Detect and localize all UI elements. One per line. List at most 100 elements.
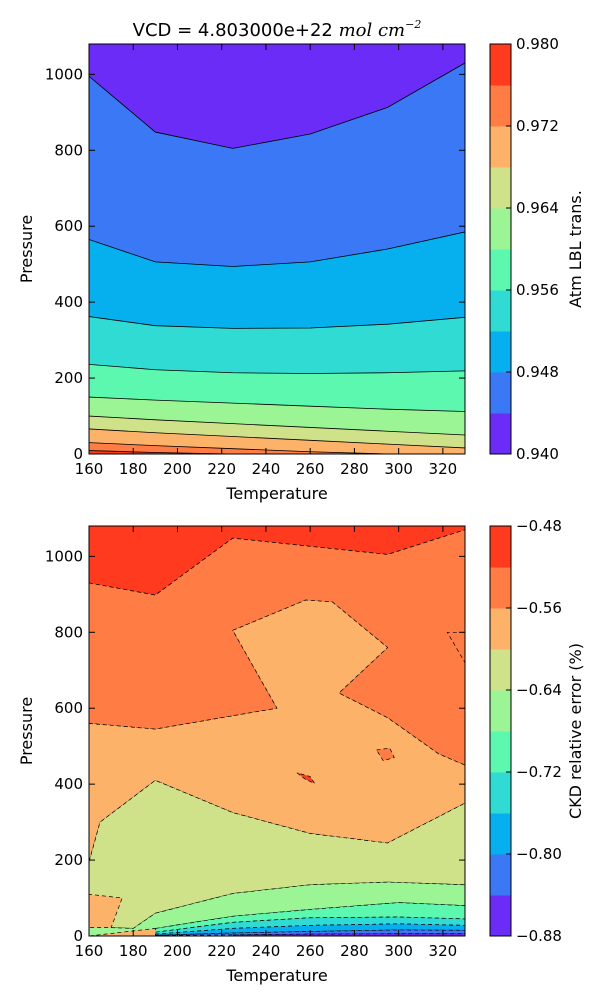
x-tick-label: 240: [252, 942, 281, 960]
colorbar-tick-label: −0.64: [516, 681, 562, 699]
x-tick-label: 260: [296, 460, 325, 478]
colorbar-segment: [490, 813, 511, 855]
colorbar-tick-label: 0.972: [516, 117, 559, 135]
colorbar-segment: [490, 731, 511, 773]
x-tick-label: 180: [119, 942, 148, 960]
x-tick-label: 160: [75, 942, 104, 960]
contour-lines: [89, 526, 465, 936]
contour-fills: [89, 44, 465, 454]
x-tick-label: 320: [429, 942, 458, 960]
y-axis-label: Pressure: [17, 215, 36, 283]
x-tick-label: 200: [163, 460, 192, 478]
contour-line: [89, 442, 465, 454]
colorbar-tick-label: 0.980: [516, 35, 559, 53]
y-tick-label: 600: [54, 217, 83, 235]
x-axis-ticks: 160 180 200 220 240 260 280 300 320: [75, 526, 458, 960]
title-exponent: −2: [405, 18, 421, 31]
y-tick-label: 200: [54, 851, 83, 869]
colorbar-segment: [490, 85, 511, 127]
colorbar-segment: [490, 372, 511, 414]
y-axis-ticks: 0 200 400 600 800 1000: [45, 547, 465, 945]
x-tick-label: 280: [340, 460, 369, 478]
contour-line: [89, 316, 465, 329]
colorbar: [490, 44, 511, 455]
x-tick-label: 240: [252, 460, 281, 478]
colorbar-segment: [490, 44, 511, 86]
colorbar-segment: [490, 126, 511, 168]
contour-region: [155, 923, 465, 936]
contour-line: [89, 62, 465, 149]
y-tick-label: 800: [54, 141, 83, 159]
x-axis-label: Temperature: [225, 966, 327, 985]
chart-title: VCD = 4.803000e+22 mol cm−2: [133, 18, 422, 41]
colorbar-segment: [490, 413, 511, 455]
colorbar-segment: [490, 772, 511, 814]
contour-panel-lbl-transmittance: 160 180 200 220 240 260 280 300 320 0 200 400 600 80…: [17, 35, 585, 503]
x-axis-label: Temperature: [225, 484, 327, 503]
colorbar-segment: [490, 690, 511, 732]
contour-line: [89, 415, 465, 436]
y-axis-ticks: 0 200 400 600 800 1000: [45, 65, 465, 463]
contour-region: [296, 772, 316, 785]
colorbar-segment: [490, 649, 511, 691]
contour-lines: [89, 62, 465, 454]
x-tick-label: 220: [207, 460, 236, 478]
y-tick-label: 800: [54, 623, 83, 641]
x-tick-label: 320: [429, 460, 458, 478]
contour-line: [89, 364, 465, 374]
colorbar-ticks: 0.940 0.948 0.956 0.964 0.972 0.980: [506, 35, 559, 463]
y-tick-label: 400: [54, 293, 83, 311]
colorbar-frame: [489, 43, 512, 455]
contour-line: [89, 450, 465, 454]
colorbar-segment: [490, 290, 511, 332]
x-tick-label: 300: [384, 942, 413, 960]
colorbar-tick-label: −0.80: [516, 845, 562, 863]
y-tick-label: 1000: [45, 65, 83, 83]
y-axis-label: Pressure: [17, 697, 36, 765]
y-tick-label: 1000: [45, 547, 83, 565]
colorbar-label: Atm LBL trans.: [566, 190, 585, 308]
contour-region: [375, 747, 395, 762]
colorbar-frame: [489, 525, 512, 937]
colorbar-tick-label: −0.72: [516, 763, 562, 781]
colorbar-segment: [490, 608, 511, 650]
colorbar-segment: [490, 331, 511, 373]
y-tick-label: 0: [73, 927, 83, 945]
colorbar-ticks: −0.48 −0.56 −0.64 −0.72 −0.80 −0.88: [506, 517, 562, 945]
plot-frame: [88, 43, 466, 455]
colorbar-tick-label: −0.88: [516, 927, 562, 945]
y-tick-label: 200: [54, 369, 83, 387]
x-tick-label: 220: [207, 942, 236, 960]
contour-line: [89, 231, 465, 267]
x-tick-label: 260: [296, 942, 325, 960]
contour-line: [89, 428, 465, 449]
title-prefix: VCD = 4.803000e+22: [133, 20, 339, 41]
colorbar-tick-label: 0.964: [516, 199, 559, 217]
y-tick-label: 600: [54, 699, 83, 717]
contour-region: [89, 529, 465, 766]
plot-frame: [88, 525, 466, 937]
colorbar-tick-label: −0.56: [516, 599, 562, 617]
colorbar: [490, 526, 511, 937]
colorbar-segment: [490, 208, 511, 250]
colorbar-segment: [490, 526, 511, 568]
colorbar-tick-label: 0.948: [516, 363, 559, 381]
colorbar-segment: [490, 895, 511, 937]
colorbar-tick-label: 0.956: [516, 281, 559, 299]
x-tick-label: 200: [163, 942, 192, 960]
x-tick-label: 300: [384, 460, 413, 478]
contour-region: [89, 526, 465, 596]
colorbar-segment: [490, 854, 511, 896]
contour-region: [89, 881, 465, 936]
contour-line: [89, 396, 465, 412]
x-tick-label: 160: [75, 460, 104, 478]
x-tick-label: 180: [119, 460, 148, 478]
contour-panel-ckd-error: 160 180 200 220 240 260 280 300 320 0 200 400 600 80…: [17, 517, 585, 985]
colorbar-label: CKD relative error (%): [566, 643, 585, 819]
x-axis-ticks: 160 180 200 220 240 260 280 300 320: [75, 44, 458, 478]
colorbar-segment: [490, 249, 511, 291]
y-tick-label: 400: [54, 775, 83, 793]
colorbar-tick-label: −0.48: [516, 517, 562, 535]
y-tick-label: 0: [73, 445, 83, 463]
